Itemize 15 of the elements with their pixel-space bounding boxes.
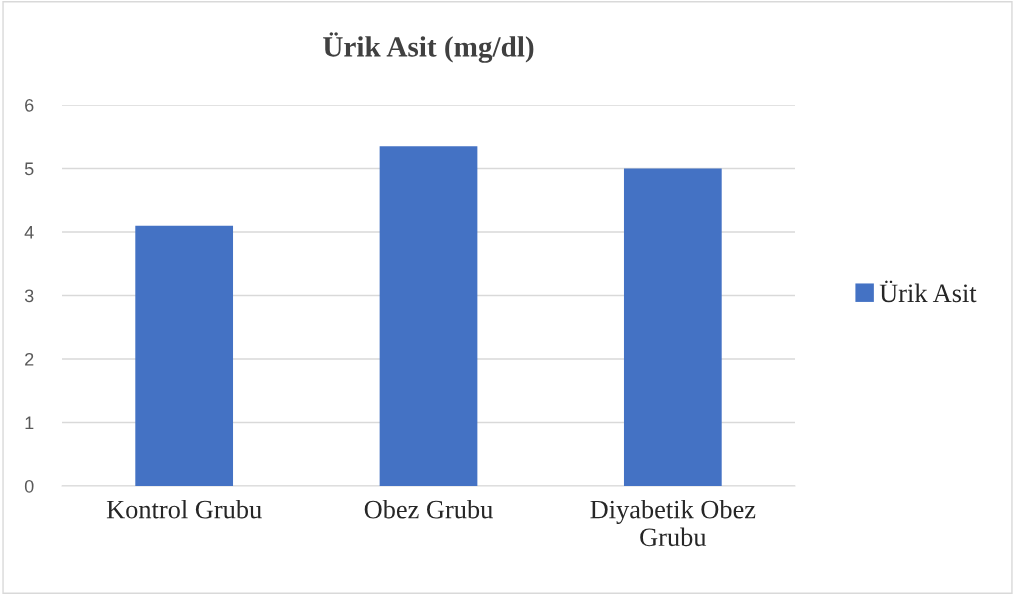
bar: [379, 146, 478, 486]
legend-label: Ürik Asit: [879, 280, 977, 303]
bar: [135, 225, 234, 486]
x-tick-label: Kontrol Grubu: [106, 499, 262, 519]
y-tick-label: 1: [25, 416, 34, 430]
bar: [623, 168, 722, 486]
y-tick-label: 5: [24, 162, 34, 176]
x-tick-label: Diyabetik Obez Grubu: [590, 499, 756, 547]
y-tick-label: 3: [24, 289, 34, 303]
chart-title: Ürik Asit (mg/dl): [323, 32, 534, 63]
y-tick-label: 2: [25, 352, 34, 366]
y-tick-label: 6: [25, 98, 34, 112]
x-tick-label: Obez Grubu: [364, 499, 493, 519]
y-tick-label: 0: [24, 479, 34, 493]
y-tick-label: 4: [24, 226, 34, 239]
